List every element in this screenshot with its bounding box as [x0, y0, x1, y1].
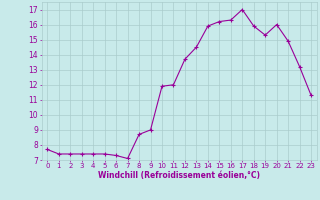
- X-axis label: Windchill (Refroidissement éolien,°C): Windchill (Refroidissement éolien,°C): [98, 171, 260, 180]
